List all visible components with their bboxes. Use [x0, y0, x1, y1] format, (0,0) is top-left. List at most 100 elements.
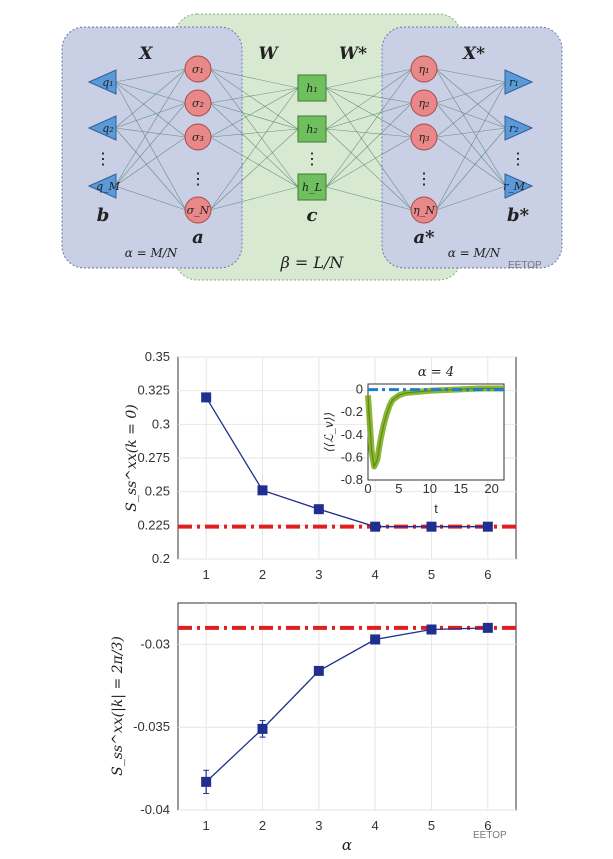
edge — [325, 186, 413, 211]
input-node-label: q₁ — [102, 76, 113, 89]
chart2-data-point — [482, 622, 493, 633]
chart2-data-point — [370, 634, 381, 645]
visible-node-circle — [184, 123, 212, 151]
chart2-xtick-label: 4 — [372, 818, 379, 833]
visible-star-node-circle — [410, 196, 438, 224]
label-W: W — [258, 44, 279, 64]
label-beta: β = L/N — [280, 253, 345, 272]
chart2-xtick-label: 5 — [428, 818, 435, 833]
edge — [114, 81, 187, 104]
inset-xtick-label: 10 — [423, 481, 437, 496]
edge — [209, 68, 299, 188]
edge — [209, 68, 299, 130]
visible-star-node-circle — [410, 55, 438, 83]
chart2-data-point — [201, 776, 212, 787]
visible-node-label: σ₃ — [192, 131, 204, 144]
watermark-bottom: EETOP — [473, 830, 507, 841]
network-nodes: q₁ q₂ ⋮ q_M σ₁ σ₂ σ₃ ⋮ σ_N h₁ h₂ ⋮ h_L η₁ η₂ η₃ ⋮ η_N r₁ r₂… — [87, 55, 534, 224]
chart1-ytick-label: 0.35 — [145, 349, 170, 364]
edge — [114, 136, 187, 187]
hidden-node-label: h₂ — [306, 123, 318, 136]
edge — [209, 87, 299, 138]
edge — [114, 68, 187, 83]
inset-ytick-label: 0 — [356, 382, 363, 397]
output-node-triangle — [504, 115, 534, 141]
chart1-ytick-label: 0.2 — [152, 551, 170, 566]
inset-axes-box — [367, 383, 505, 481]
edge — [209, 136, 299, 188]
input-node-label: q₂ — [102, 122, 113, 135]
chart2-xtick-label: 3 — [315, 818, 322, 833]
edge — [435, 68, 507, 83]
chart2-ytick-label: -0.035 — [133, 719, 170, 734]
input-node-label: q_M — [96, 180, 121, 193]
chart1-ytick-label: 0.225 — [137, 517, 170, 532]
chart1-ylabel: S_ss^xx(k = 0) — [124, 404, 140, 511]
edge — [114, 68, 187, 187]
chart1-data-point — [201, 392, 212, 403]
edge — [209, 128, 299, 138]
edge — [435, 136, 507, 187]
edge — [114, 81, 187, 138]
output-node-label: r_M — [503, 180, 526, 193]
inset-xtick-label: 0 — [364, 481, 371, 496]
chart1-data-point — [313, 504, 324, 515]
chart1-xtick-label: 2 — [259, 567, 266, 582]
visible-star-node-label: η₂ — [419, 97, 430, 110]
chart2-grid — [178, 603, 516, 811]
edge — [114, 185, 187, 211]
edge — [435, 102, 507, 187]
inset-xtick-label: 15 — [453, 481, 467, 496]
chart2-data-point — [426, 624, 437, 635]
chart2-ticks: 1 2 3 4 5 6 -0.04 -0.035 -0.03 — [133, 636, 491, 833]
visible-node-circle — [184, 196, 212, 224]
chart1-data-point — [426, 521, 437, 532]
edge — [325, 68, 413, 188]
visible-star-node-circle — [410, 123, 438, 151]
visible-node-label: σ₂ — [192, 97, 204, 110]
inset-ylabel: ⟨⟨ℒ_v⟩⟩ — [322, 412, 336, 452]
chart1-ticks: 1 2 3 4 5 6 0.2 0.225 0.25 0.275 0.3 0.325 0.35 — [137, 349, 491, 582]
edge — [114, 81, 187, 211]
chart1-ytick-label: 0.325 — [137, 383, 170, 398]
edge — [435, 185, 507, 211]
chart1-data-point — [370, 521, 381, 532]
chart1-xtick-label: 5 — [428, 567, 435, 582]
inset-xtick-label: 20 — [484, 481, 498, 496]
edge — [114, 127, 187, 138]
edge — [114, 102, 187, 129]
edge — [325, 68, 413, 130]
edge — [325, 102, 413, 130]
chart1-ytick-label: 0.25 — [145, 484, 170, 499]
input-node-triangle — [87, 173, 117, 199]
chart-structure-factor-k0: 1 2 3 4 5 6 0.2 0.225 0.25 0.275 0.3 0.325 0.35 S_ss… — [124, 349, 517, 582]
edge — [325, 87, 413, 104]
visible-star-node-label: η₃ — [419, 131, 430, 144]
network-diagram: q₁ q₂ ⋮ q_M σ₁ σ₂ σ₃ ⋮ σ_N h₁ h₂ ⋮ h_L η₁ η₂ η₃ ⋮ η_N r₁ r₂… — [61, 13, 563, 281]
visible-node-ellipsis: ⋮ — [190, 169, 206, 188]
label-X: X — [138, 44, 153, 64]
chart2-data-point — [313, 665, 324, 676]
output-node-triangle — [504, 173, 534, 199]
hidden-node-square — [297, 115, 327, 143]
label-W-star: W* — [339, 44, 367, 64]
chart2-ytick-label: -0.03 — [140, 636, 170, 651]
edge — [325, 136, 413, 188]
inset-ytick-label: -0.6 — [341, 449, 363, 464]
edge — [325, 87, 413, 211]
visible-node-circle — [184, 89, 212, 117]
inset-ytick-label: -0.2 — [341, 404, 363, 419]
edge — [435, 68, 507, 129]
inset-ticks: 0 5 10 15 20 0 -0.2 -0.4 -0.6 -0.8 — [341, 382, 499, 496]
edge — [114, 68, 187, 129]
label-X-star: X* — [462, 44, 485, 64]
chart2-ytick-label: -0.04 — [140, 802, 170, 817]
chart2-xlabel: α — [342, 836, 352, 854]
output-node-label: r₂ — [509, 122, 519, 135]
chart2-xtick-label: 2 — [259, 818, 266, 833]
edge — [325, 68, 413, 89]
visible-node-label: σ_N — [187, 204, 210, 217]
chart1-data-point — [482, 521, 493, 532]
hidden-node-square — [297, 173, 327, 201]
input-node-triangle — [87, 69, 117, 95]
